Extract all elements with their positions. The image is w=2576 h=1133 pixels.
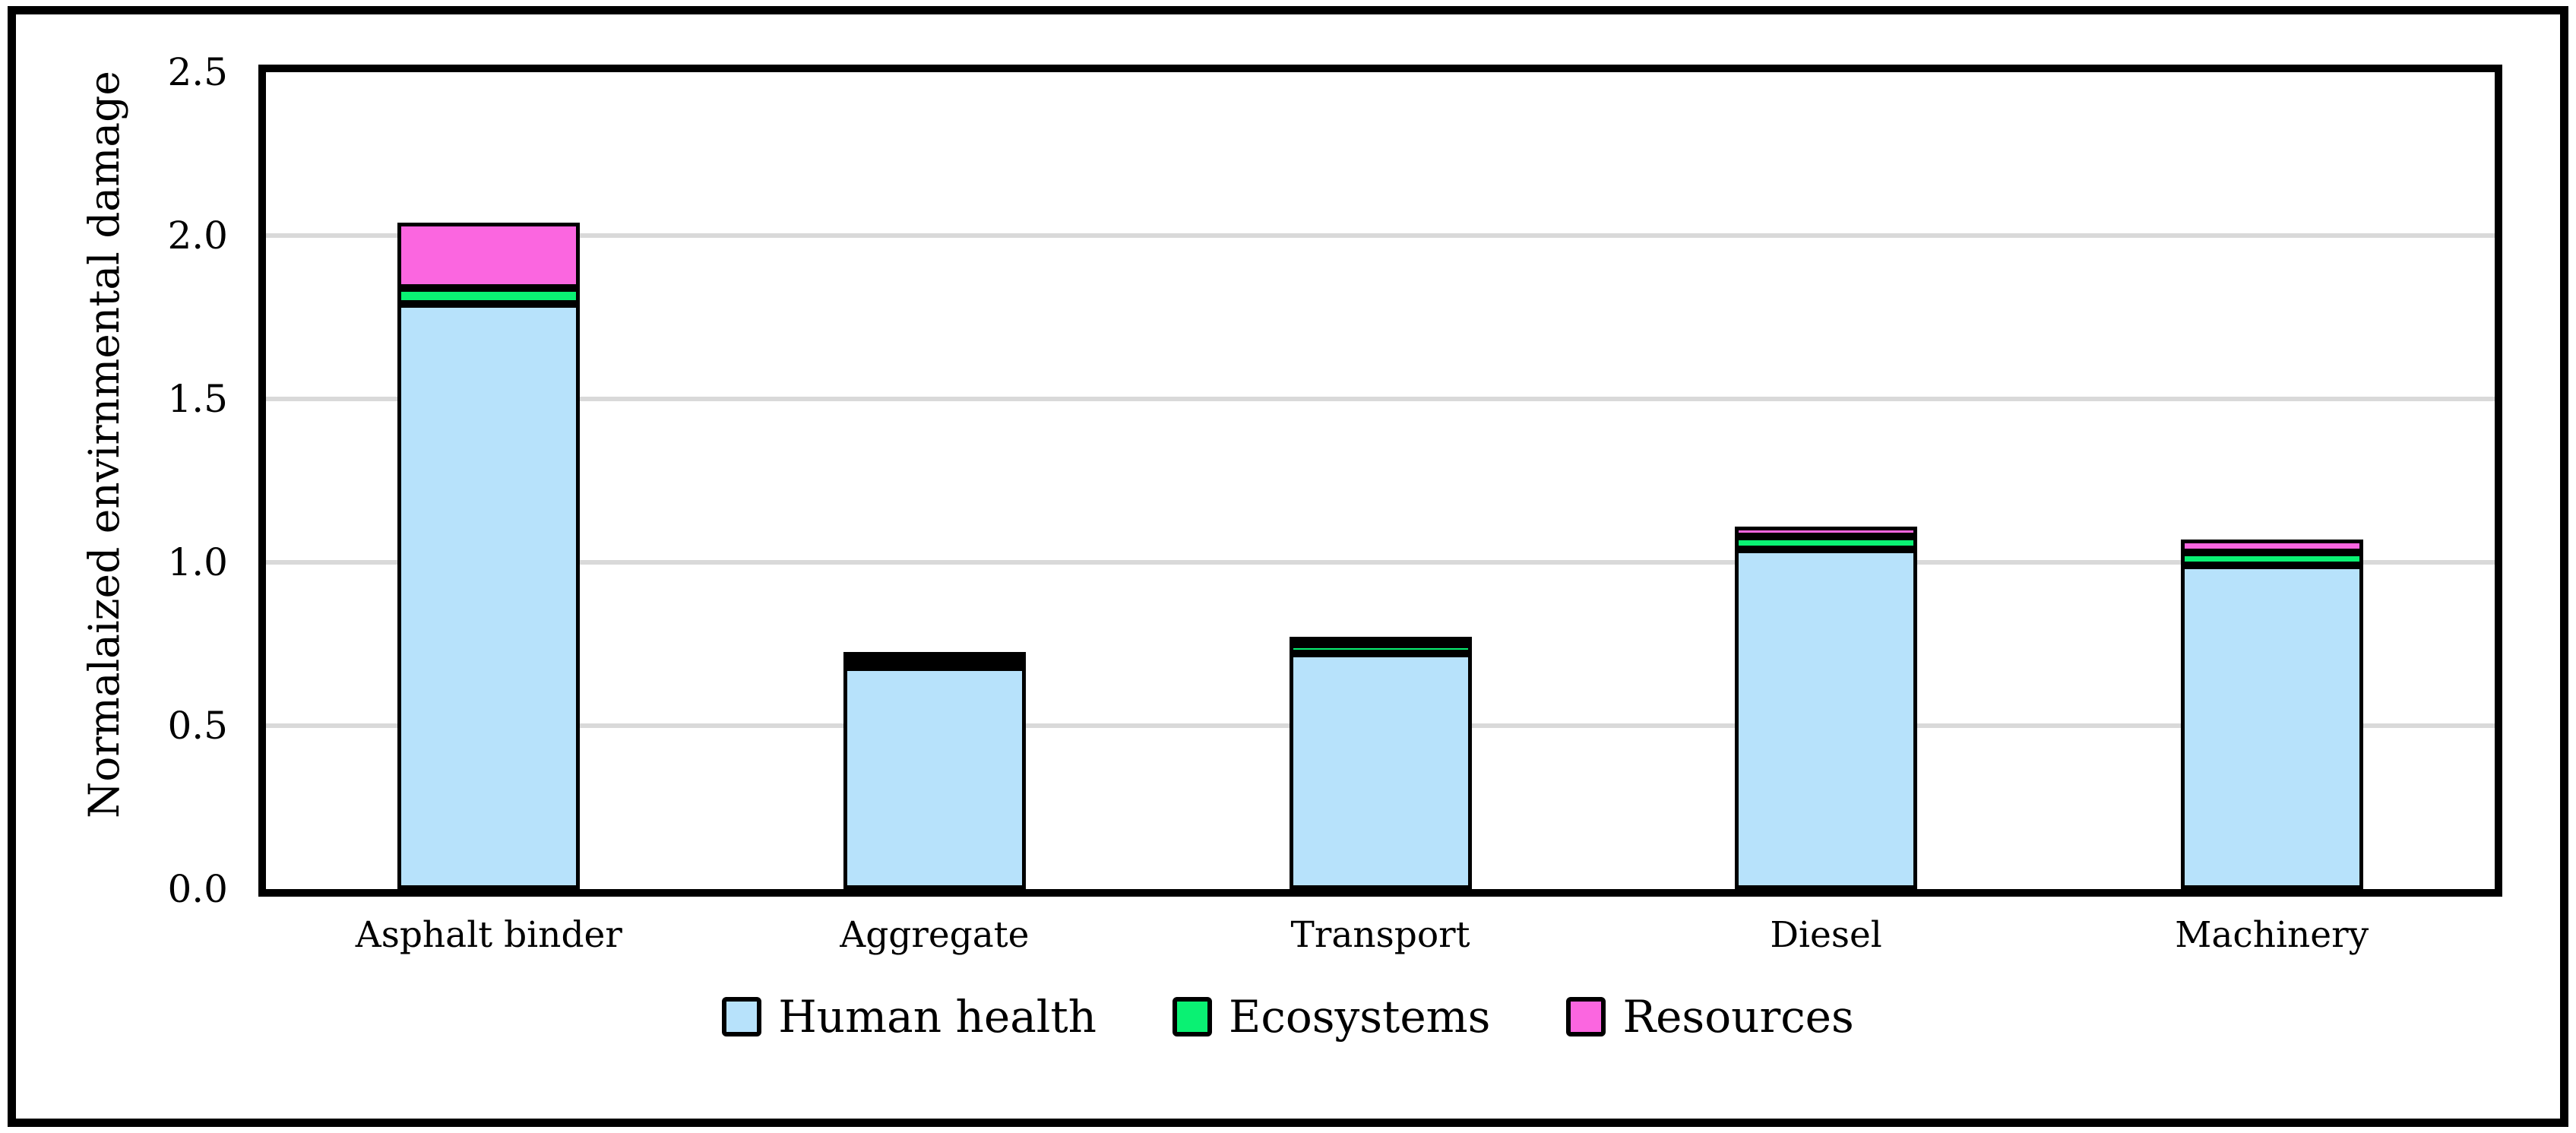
legend: Human health Ecosystems Resources: [0, 990, 2576, 1043]
bar-segment-human-health: [843, 666, 1026, 889]
y-axis-title: Normalaized envirnmental damage: [80, 71, 128, 818]
legend-item-human-health: Human health: [722, 990, 1097, 1043]
gridline-1.5: [266, 397, 2495, 401]
legend-label-resources: Resources: [1622, 991, 1854, 1043]
bar-segment-human-health: [1289, 654, 1472, 889]
legend-item-ecosystems: Ecosystems: [1172, 990, 1490, 1043]
bar-segment-resources: [397, 222, 581, 288]
bar-segment-ecosystems: [1289, 644, 1472, 654]
gridline-1: [266, 560, 2495, 565]
bar-diesel: [1735, 526, 1918, 889]
bar-segment-ecosystems: [2180, 552, 2363, 566]
x-category-label-diesel: Diesel: [1770, 914, 1882, 956]
y-tick-label: 0.5: [167, 704, 228, 748]
legend-label-ecosystems: Ecosystems: [1229, 991, 1491, 1043]
bar-aggregate: [843, 651, 1026, 889]
y-tick-label: 2.0: [167, 214, 228, 258]
bar-segment-resources: [843, 651, 1026, 660]
bar-segment-ecosystems: [397, 287, 581, 305]
legend-item-resources: Resources: [1566, 990, 1854, 1043]
y-tick-label: 1.5: [167, 377, 228, 421]
y-tick-label: 0.0: [167, 867, 228, 911]
bar-transport: [1289, 636, 1472, 889]
gridline-2: [266, 233, 2495, 238]
bar-segment-ecosystems: [843, 659, 1026, 667]
x-category-label-aggregate: Aggregate: [840, 914, 1030, 956]
x-category-label-machinery: Machinery: [2175, 914, 2369, 956]
x-category-label-asphalt-binder: Asphalt binder: [355, 914, 622, 956]
legend-swatch-resources: [1566, 997, 1606, 1036]
y-tick-label: 1.0: [167, 540, 228, 584]
bar-segment-resources: [1289, 636, 1472, 644]
bar-segment-human-health: [1735, 549, 1918, 889]
bar-segment-human-health: [2180, 565, 2363, 889]
legend-swatch-ecosystems: [1172, 997, 1212, 1036]
bar-segment-resources: [1735, 526, 1918, 536]
bar-machinery: [2180, 539, 2363, 889]
legend-swatch-human-health: [722, 997, 762, 1036]
bar-segment-human-health: [397, 304, 581, 889]
x-category-label-transport: Transport: [1290, 914, 1470, 956]
legend-label-human-health: Human health: [778, 991, 1097, 1043]
bar-segment-ecosystems: [1735, 536, 1918, 549]
y-tick-label: 2.5: [167, 50, 228, 94]
bar-asphalt-binder: [397, 222, 581, 889]
bar-segment-resources: [2180, 539, 2363, 553]
